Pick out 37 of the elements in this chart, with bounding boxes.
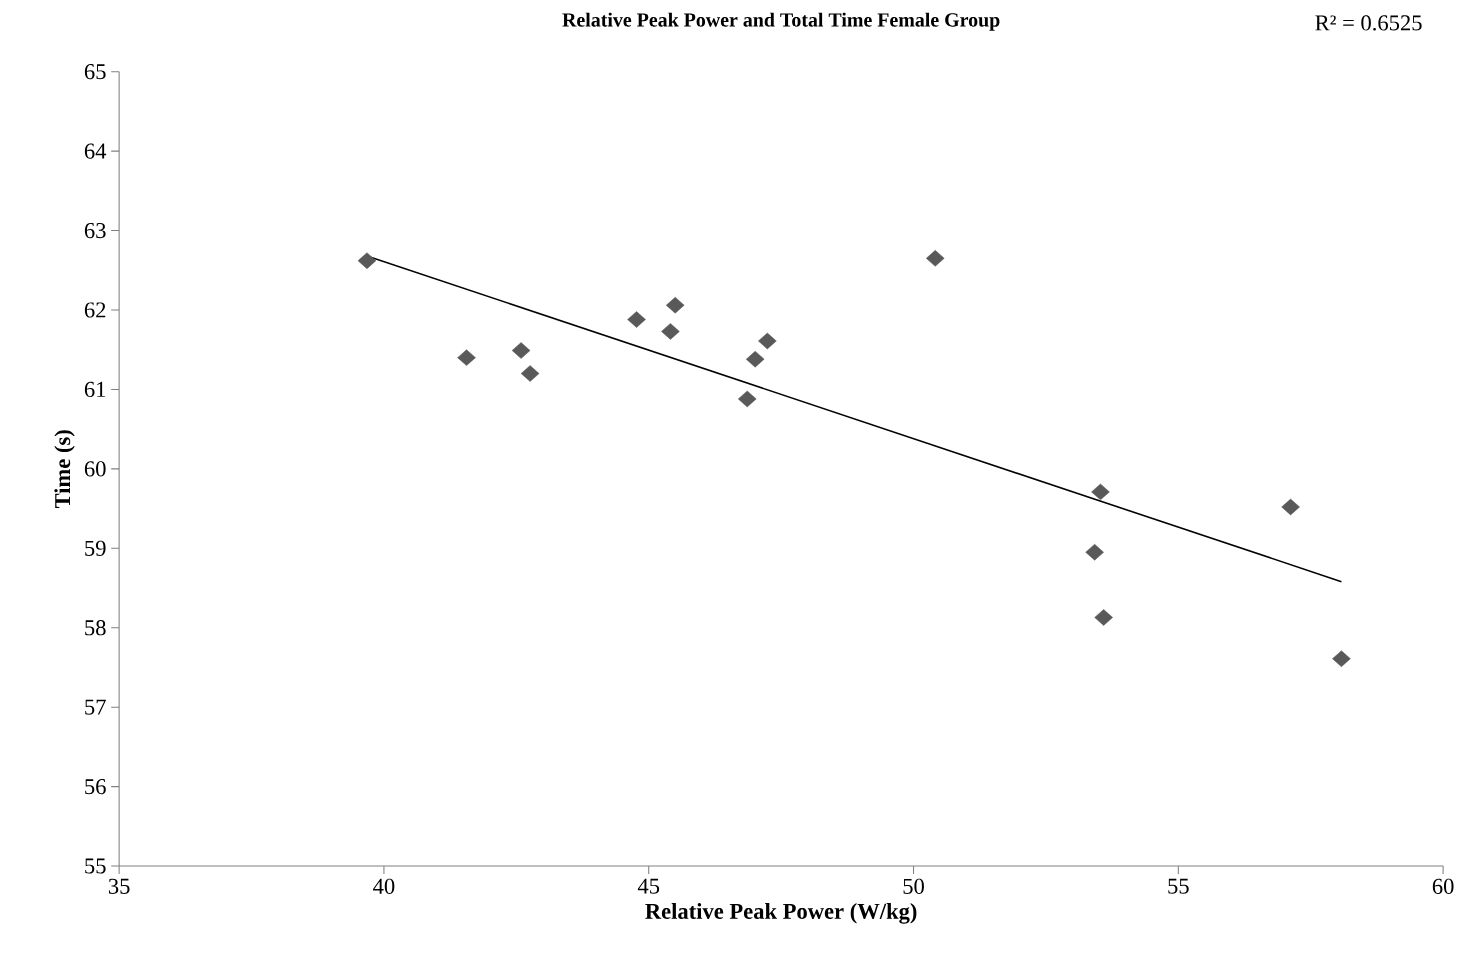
point <box>357 252 377 270</box>
point <box>511 342 531 359</box>
x-axis-title: Relative Peak Power (W/kg) <box>645 903 917 924</box>
point <box>1281 498 1300 516</box>
x-tick-label: 45 <box>637 878 660 894</box>
y-tick-label: 56 <box>85 779 106 795</box>
point <box>1091 483 1110 501</box>
y-tick-label: 64 <box>84 143 107 159</box>
y-tick-label: 60 <box>84 461 106 477</box>
y-tick-label: 59 <box>85 540 106 557</box>
point <box>758 332 777 350</box>
y-tick-label: 62 <box>84 302 106 318</box>
chart-title: Relative Peak Power and Total Time Female Group <box>562 12 1000 31</box>
y-tick-label: 55 <box>85 858 106 874</box>
point <box>1332 650 1351 668</box>
point <box>627 311 646 328</box>
y-tick-label: 58 <box>85 620 106 636</box>
y-tick-label: 61 <box>84 382 106 398</box>
x-tick-label: 55 <box>1168 878 1189 894</box>
y-tick-label: 65 <box>84 64 106 80</box>
x-tick-label: 35 <box>108 878 130 895</box>
y-axis-title: Time (s) <box>54 430 75 509</box>
x-tick-label: 50 <box>903 878 924 895</box>
point <box>745 351 765 368</box>
point <box>661 323 680 340</box>
text: R² = 0.6525 <box>1315 15 1422 31</box>
point <box>665 297 685 314</box>
point <box>738 390 757 408</box>
point <box>1094 609 1113 626</box>
x-tick-label: 40 <box>373 878 395 895</box>
point <box>926 250 945 267</box>
y-tick-label: 57 <box>85 699 106 715</box>
point <box>457 349 476 367</box>
point <box>1085 544 1104 561</box>
y-tick-label: 63 <box>84 223 106 239</box>
point <box>520 365 540 382</box>
x-tick-label: 60 <box>1432 878 1454 895</box>
